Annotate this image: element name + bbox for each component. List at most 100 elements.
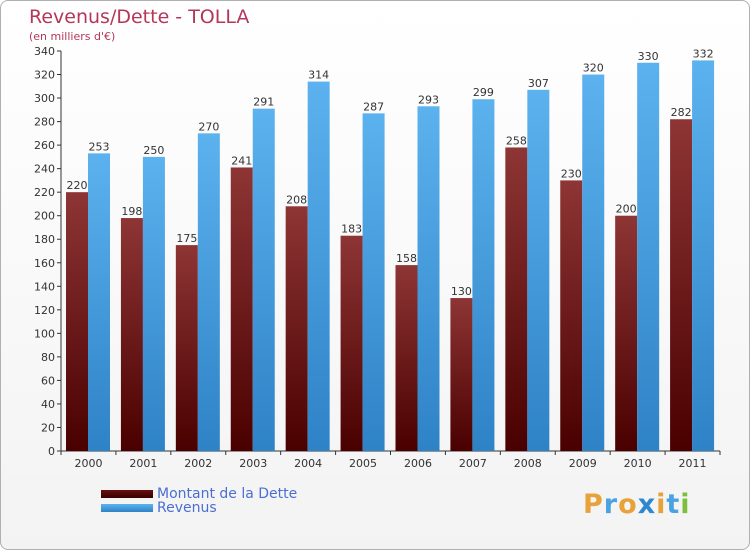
x-tick-label: 2010 (624, 457, 652, 470)
value-label: 220 (67, 179, 88, 192)
value-label: 330 (638, 50, 659, 63)
value-label: 130 (451, 285, 472, 298)
y-tick-label: 40 (41, 398, 55, 411)
x-tick-label: 2009 (569, 457, 597, 470)
axes: 0 20 40 60 80 100 120 140 160 180 200 220 240 260 280 3… (34, 45, 721, 470)
value-label: 158 (396, 252, 417, 265)
value-label: 293 (418, 93, 439, 106)
bar-dette (450, 298, 473, 451)
logo-letter: r (603, 489, 619, 520)
bar-dette (285, 206, 308, 451)
logo-letter: i (680, 489, 691, 520)
value-label: 291 (253, 96, 274, 109)
chart-title: Revenus/Dette - TOLLA (29, 6, 250, 28)
value-label: 175 (176, 232, 197, 245)
value-labels: 220 253 198 250 175 270 241 291 208 314 183 287 158 2… (67, 47, 714, 298)
logo-letter: P (583, 489, 604, 520)
y-tick-label: 320 (34, 69, 55, 82)
bar-dette (340, 235, 363, 451)
bar-dette (395, 265, 418, 451)
y-tick-label: 300 (34, 92, 55, 105)
bar-revenus (307, 81, 330, 452)
bar-revenus (637, 62, 660, 451)
value-label: 299 (473, 86, 494, 99)
bars (66, 60, 715, 452)
bar-revenus (197, 133, 220, 451)
x-tick-label: 2007 (459, 457, 487, 470)
bar-dette (66, 192, 88, 452)
legend-item-dette: Montant de la Dette (101, 487, 297, 501)
x-tick-label: 2002 (184, 457, 212, 470)
bar-revenus (417, 106, 440, 451)
bar-revenus (142, 156, 165, 451)
x-tick-label: 2005 (349, 457, 377, 470)
legend: Montant de la Dette Revenus (101, 487, 297, 515)
logo-letter: i (656, 489, 667, 520)
y-tick-label: 280 (34, 116, 55, 129)
x-tick-label: 2001 (129, 457, 157, 470)
value-label: 270 (198, 120, 219, 133)
logo-letter: t (666, 489, 681, 520)
bar-dette (230, 167, 253, 451)
value-label: 287 (363, 100, 384, 113)
y-tick-label: 140 (34, 280, 55, 293)
value-label: 258 (506, 134, 527, 147)
y-tick-label: 220 (34, 186, 55, 199)
legend-item-revenus: Revenus (101, 501, 297, 515)
y-tick-label: 200 (34, 210, 55, 223)
y-tick-label: 260 (34, 139, 55, 152)
bar-revenus (472, 99, 495, 451)
y-tick-label: 20 (41, 421, 55, 434)
x-tick-label: 2004 (294, 457, 322, 470)
value-label: 200 (616, 203, 637, 216)
bar-revenus (252, 108, 275, 451)
y-tick-label: 160 (34, 257, 55, 270)
legend-label-revenus: Revenus (157, 500, 217, 516)
bar-dette (615, 215, 638, 451)
value-label: 253 (89, 140, 110, 153)
bar-revenus (582, 74, 605, 451)
value-label: 230 (561, 167, 582, 180)
y-tick-label: 240 (34, 163, 55, 176)
chart-subtitle: (en milliers d'€) (29, 30, 116, 43)
value-label: 314 (308, 69, 329, 82)
legend-swatch-dette (101, 490, 153, 498)
x-tick-label: 2011 (679, 457, 707, 470)
value-label: 307 (528, 77, 549, 90)
value-label: 198 (121, 205, 142, 218)
x-tick-label: 2008 (514, 457, 542, 470)
value-label: 250 (143, 144, 164, 157)
value-label: 332 (693, 47, 714, 60)
x-tick-label: 2006 (404, 457, 432, 470)
value-label: 183 (341, 223, 362, 236)
logo-letter: x (637, 489, 657, 520)
y-tick-label: 340 (34, 45, 55, 58)
value-label: 241 (231, 154, 252, 167)
logo-letter: o (618, 489, 638, 520)
bar-dette (175, 245, 198, 451)
y-tick-label: 180 (34, 233, 55, 246)
bar-dette (120, 218, 143, 451)
proxiti-logo: Proxiti (583, 489, 691, 520)
bar-dette (560, 180, 583, 452)
bar-revenus (692, 60, 715, 451)
x-tick-label: 2000 (74, 457, 102, 470)
y-tick-label: 80 (41, 351, 55, 364)
bar-dette (670, 119, 693, 451)
y-tick-label: 0 (48, 445, 55, 458)
x-tick-label: 2003 (239, 457, 267, 470)
y-tick-label: 100 (34, 327, 55, 340)
bar-revenus (362, 113, 385, 452)
y-tick-label: 120 (34, 304, 55, 317)
value-label: 282 (671, 106, 692, 119)
bar-dette (505, 147, 528, 451)
value-label: 208 (286, 193, 307, 206)
legend-label-dette: Montant de la Dette (157, 486, 298, 502)
value-label: 320 (583, 62, 604, 75)
bar-revenus (527, 89, 550, 451)
y-tick-label: 60 (41, 374, 55, 387)
bar-revenus (88, 153, 110, 451)
legend-swatch-revenus (101, 504, 153, 512)
